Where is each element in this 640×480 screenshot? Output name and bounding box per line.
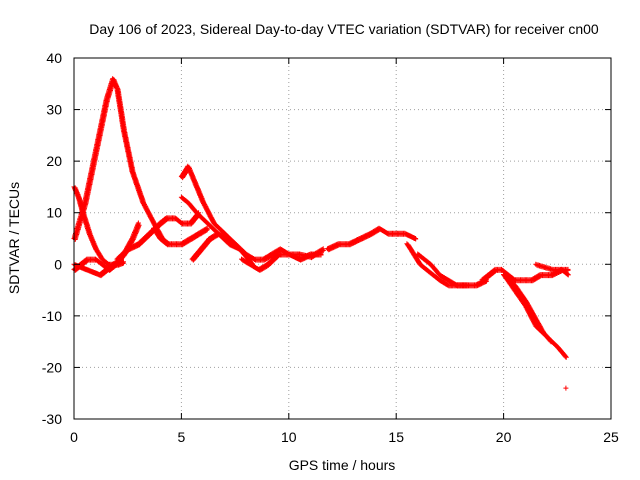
x-tick-label: 20 bbox=[496, 429, 512, 445]
x-axis-label: GPS time / hours bbox=[289, 457, 396, 473]
x-tick-label: 0 bbox=[70, 429, 78, 445]
y-tick-label: 30 bbox=[46, 102, 62, 118]
y-tick-label: -20 bbox=[42, 359, 62, 375]
x-tick-label: 5 bbox=[178, 429, 186, 445]
y-tick-label: 10 bbox=[46, 205, 62, 221]
chart-title: Day 106 of 2023, Sidereal Day-to-day VTE… bbox=[89, 21, 599, 37]
series-outlier bbox=[563, 385, 569, 391]
series-markers bbox=[243, 246, 326, 263]
x-tick-label: 10 bbox=[281, 429, 297, 445]
y-tick-label: 20 bbox=[46, 153, 62, 169]
series-markers bbox=[501, 272, 554, 345]
series-bump-5h-c bbox=[189, 230, 256, 267]
x-tick-label: 15 bbox=[388, 429, 404, 445]
y-axis-label: SDTVAR / TECUs bbox=[6, 182, 22, 294]
y-tick-label: -10 bbox=[42, 308, 62, 324]
tick-layer: 0 5 10 15 20 25 -30 -20 -10 0 10 20 30 40 bbox=[42, 50, 619, 445]
series-markers bbox=[533, 261, 571, 273]
x-tick-label: 25 bbox=[603, 429, 619, 445]
series-end-segment bbox=[533, 261, 571, 273]
y-tick-label: 0 bbox=[54, 256, 62, 272]
y-tick-label: 40 bbox=[46, 50, 62, 66]
series-markers bbox=[151, 225, 210, 248]
grid-layer bbox=[74, 58, 611, 419]
series-markers bbox=[415, 251, 489, 289]
plot-border bbox=[73, 57, 612, 420]
series-evening-b bbox=[243, 246, 326, 263]
series-markers bbox=[189, 230, 256, 267]
y-tick-label: -30 bbox=[42, 411, 62, 427]
series-markers bbox=[563, 385, 569, 391]
series-fall-16h-b bbox=[415, 251, 489, 289]
series-drop-22h-b bbox=[501, 272, 554, 345]
series-afternoon-dip bbox=[151, 225, 210, 248]
series-late-rise bbox=[325, 225, 419, 253]
series-markers bbox=[325, 225, 419, 253]
data-layer bbox=[71, 76, 571, 391]
